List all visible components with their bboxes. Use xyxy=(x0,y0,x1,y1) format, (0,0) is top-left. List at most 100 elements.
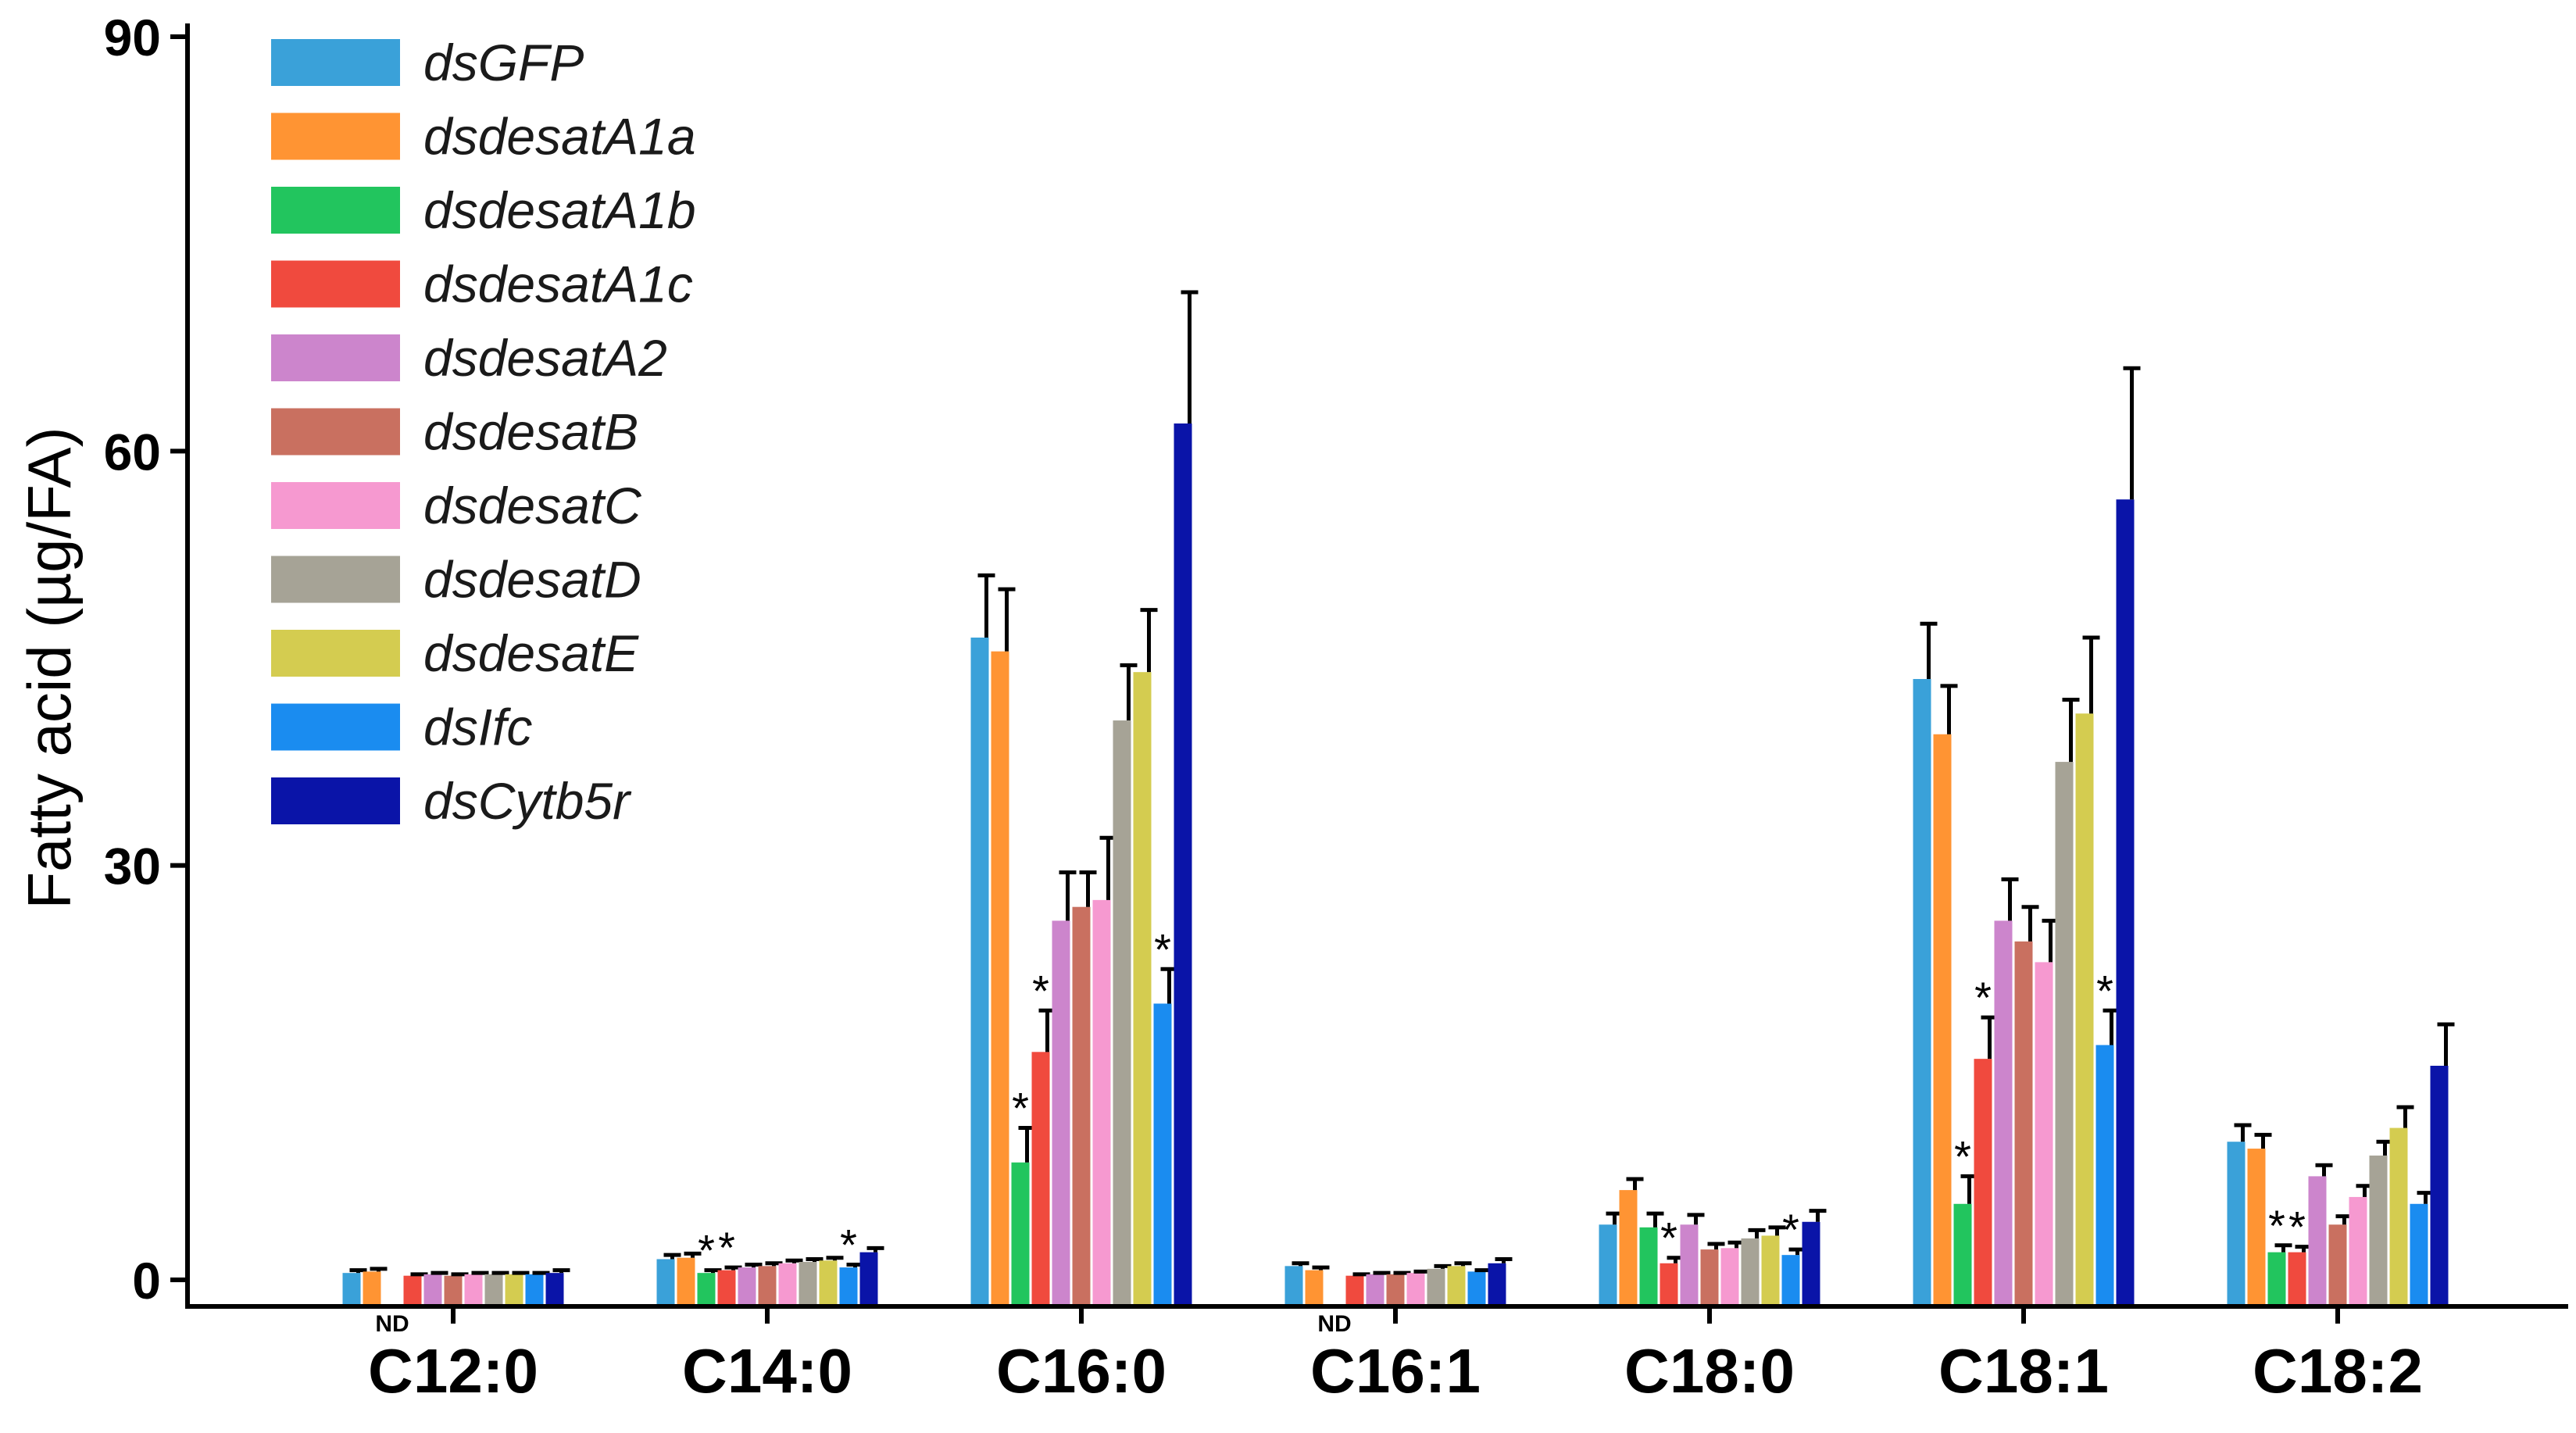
bar-dsdesatB-C16:1 xyxy=(1386,1274,1405,1306)
bar-dsdesatD-C14:0 xyxy=(799,1262,817,1306)
bar-dsdesatE-C18:2 xyxy=(2389,1127,2408,1306)
bar-dsCytb5r-C16:0 xyxy=(1174,423,1192,1306)
significance-marker-dsdesatA1c-C18:0: * xyxy=(1660,1213,1677,1263)
bar-dsdesatA1a-C16:0 xyxy=(991,651,1009,1306)
legend-label-dsdesatA2: dsdesatA2 xyxy=(423,329,667,387)
significance-marker-dsIfc-C18:0: * xyxy=(1782,1205,1799,1254)
bar-dsdesatD-C18:1 xyxy=(2055,762,2074,1306)
bar-dsdesatA2-C18:0 xyxy=(1680,1224,1699,1306)
bar-dsGFP-C18:0 xyxy=(1599,1224,1617,1306)
bar-dsdesatB-C18:2 xyxy=(2328,1224,2347,1306)
bar-dsdesatA2-C14:0 xyxy=(738,1267,756,1306)
legend-swatch-dsdesatB xyxy=(271,408,400,456)
bar-dsdesatA1b-C18:1 xyxy=(1953,1203,1972,1306)
bar-dsCytb5r-C18:0 xyxy=(1802,1221,1820,1306)
bar-dsdesatA2-C18:2 xyxy=(2308,1176,2327,1306)
bar-dsIfc-C18:2 xyxy=(2410,1203,2428,1306)
legend-swatch-dsGFP xyxy=(271,39,400,86)
legend-label-dsdesatB: dsdesatB xyxy=(423,403,638,461)
bar-dsdesatA1b-C16:0 xyxy=(1011,1162,1030,1306)
bar-dsGFP-C18:1 xyxy=(1913,679,1931,1306)
legend-swatch-dsdesatA1a xyxy=(271,113,400,160)
x-tick-label-C14:0: C14:0 xyxy=(682,1336,852,1406)
bar-dsdesatB-C16:0 xyxy=(1072,906,1091,1306)
legend: dsGFP dsdesatA1a dsdesatA1b dsdesatA1c dsdes… xyxy=(271,34,696,830)
bar-dsCytb5r-C18:1 xyxy=(2116,499,2135,1306)
legend-swatch-dsdesatA1c xyxy=(271,260,400,308)
significance-marker-dsdesatA1c-C18:2: * xyxy=(2288,1203,2306,1252)
nd-label-C16:1: ND xyxy=(1317,1311,1351,1337)
bar-dsdesatC-C18:1 xyxy=(2035,962,2053,1306)
significance-marker-dsdesatA1b-C14:0: * xyxy=(698,1226,715,1275)
legend-label-dsIfc: dsIfc xyxy=(423,699,532,756)
bar-dsGFP-C18:2 xyxy=(2227,1142,2246,1306)
bar-dsGFP-C14:0 xyxy=(656,1259,675,1306)
bar-dsdesatA1c-C16:1 xyxy=(1345,1275,1364,1306)
bar-dsGFP-C16:0 xyxy=(970,637,989,1306)
bar-dsCytb5r-C16:1 xyxy=(1488,1263,1506,1306)
bar-dsdesatA1c-C18:2 xyxy=(2288,1252,2306,1306)
bar-dsdesatA1c-C14:0 xyxy=(717,1270,736,1306)
x-tick-label-C18:1: C18:1 xyxy=(1938,1336,2109,1406)
bar-dsGFP-C12:0 xyxy=(342,1273,361,1306)
legend-label-dsdesatA1c: dsdesatA1c xyxy=(423,256,693,313)
y-tick-label-90: 90 xyxy=(104,9,161,66)
bar-dsdesatA1c-C12:0 xyxy=(403,1275,422,1306)
bar-dsdesatA1c-C16:0 xyxy=(1031,1052,1050,1306)
significance-marker-dsIfc-C16:0: * xyxy=(1154,924,1171,974)
legend-label-dsGFP: dsGFP xyxy=(423,34,584,91)
x-tick-label-C16:1: C16:1 xyxy=(1310,1336,1481,1406)
significance-marker-dsdesatA1c-C16:0: * xyxy=(1032,966,1049,1015)
legend-swatch-dsdesatA1b xyxy=(271,187,400,234)
bar-dsdesatD-C18:2 xyxy=(2369,1155,2388,1306)
bar-dsdesatC-C18:0 xyxy=(1720,1248,1739,1306)
bar-dsdesatA1c-C18:1 xyxy=(1974,1059,1992,1306)
legend-label-dsdesatC: dsdesatC xyxy=(423,477,642,534)
legend-swatch-dsdesatA2 xyxy=(271,334,400,381)
bar-dsdesatA2-C16:0 xyxy=(1052,920,1070,1306)
legend-swatch-dsIfc xyxy=(271,703,400,751)
bar-dsdesatD-C16:0 xyxy=(1113,720,1131,1306)
bar-dsdesatE-C18:0 xyxy=(1761,1235,1780,1306)
significance-marker-dsdesatA1c-C14:0: * xyxy=(718,1223,735,1272)
bar-dsdesatA1a-C14:0 xyxy=(677,1257,695,1306)
bar-dsIfc-C16:0 xyxy=(1153,1003,1172,1306)
bar-dsdesatA1b-C18:0 xyxy=(1639,1227,1658,1306)
bar-dsCytb5r-C18:2 xyxy=(2430,1065,2449,1306)
bar-dsdesatA1a-C18:2 xyxy=(2247,1149,2266,1306)
bar-dsIfc-C16:1 xyxy=(1467,1271,1486,1306)
x-tick-label-C18:2: C18:2 xyxy=(2253,1336,2423,1406)
bar-dsdesatA1a-C12:0 xyxy=(363,1271,381,1306)
axes: 0 30 60 90 C12:0 C14:0 C16:0 C16:1 C18:0 C18:1 C18… xyxy=(15,9,2568,1406)
x-tick-label-C16:0: C16:0 xyxy=(996,1336,1167,1406)
bar-dsdesatA1a-C18:1 xyxy=(1933,734,1952,1306)
bar-dsdesatD-C12:0 xyxy=(484,1274,503,1306)
bar-dsIfc-C14:0 xyxy=(839,1267,858,1306)
bar-dsdesatC-C16:0 xyxy=(1092,899,1111,1306)
bar-dsdesatE-C18:1 xyxy=(2075,713,2094,1306)
bar-dsdesatC-C12:0 xyxy=(464,1274,483,1306)
bar-dsdesatB-C18:1 xyxy=(2014,941,2033,1306)
significance-marker-dsdesatA1c-C18:1: * xyxy=(1974,973,1992,1022)
legend-label-dsdesatE: dsdesatE xyxy=(423,624,639,682)
legend-swatch-dsdesatD xyxy=(271,556,400,603)
bar-dsdesatB-C12:0 xyxy=(444,1275,463,1306)
bar-dsdesatD-C18:0 xyxy=(1741,1238,1760,1306)
bar-dsdesatE-C16:0 xyxy=(1133,672,1152,1306)
bar-dsdesatA1b-C18:2 xyxy=(2267,1252,2286,1306)
plot-area: ND* * ****ND* *** ** * xyxy=(342,290,2455,1337)
bar-dsIfc-C12:0 xyxy=(525,1274,544,1306)
bar-dsdesatC-C16:1 xyxy=(1406,1273,1425,1306)
bar-dsIfc-C18:0 xyxy=(1781,1255,1800,1306)
bar-dsdesatA2-C18:1 xyxy=(1994,920,2013,1306)
bar-dsCytb5r-C12:0 xyxy=(545,1273,564,1306)
bar-dsdesatD-C16:1 xyxy=(1427,1268,1445,1306)
bar-dsdesatE-C12:0 xyxy=(505,1274,523,1306)
y-axis-label: Fatty acid (µg/FA) xyxy=(15,427,84,909)
bar-dsdesatA1a-C18:0 xyxy=(1619,1190,1638,1306)
bar-dsdesatA1c-C18:0 xyxy=(1660,1263,1678,1306)
y-tick-label-30: 30 xyxy=(104,838,161,895)
legend-label-dsdesatD: dsdesatD xyxy=(423,551,641,609)
